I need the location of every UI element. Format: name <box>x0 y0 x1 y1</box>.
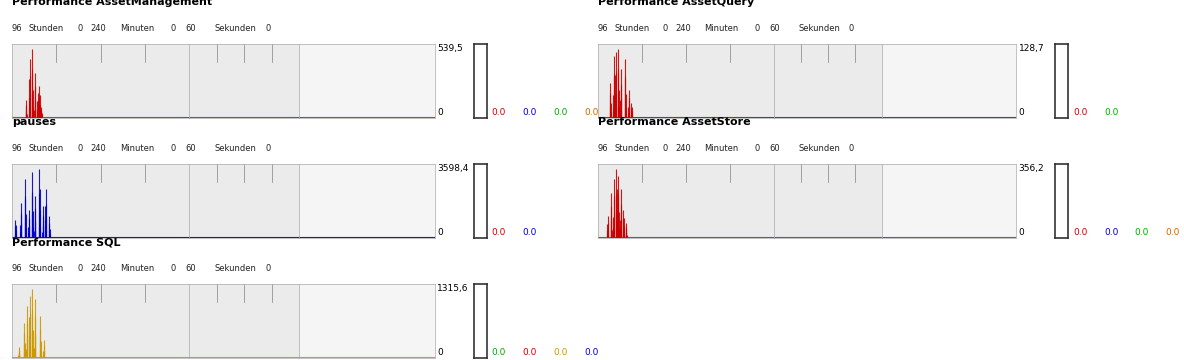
Text: 0.0: 0.0 <box>522 228 536 237</box>
Text: 240: 240 <box>675 144 691 153</box>
Text: Minuten: Minuten <box>120 144 154 153</box>
Text: 1315,6: 1315,6 <box>437 284 469 293</box>
Text: 0.0: 0.0 <box>491 347 506 356</box>
Text: Stunden: Stunden <box>28 144 64 153</box>
Text: Stunden: Stunden <box>28 264 64 273</box>
Text: 96: 96 <box>12 24 22 33</box>
Text: 0.0: 0.0 <box>522 108 536 117</box>
Text: Sekunden: Sekunden <box>214 144 257 153</box>
Text: 60: 60 <box>185 264 195 273</box>
Text: 60: 60 <box>185 144 195 153</box>
Text: 356,2: 356,2 <box>1018 164 1044 173</box>
Text: Stunden: Stunden <box>614 144 650 153</box>
Text: 0: 0 <box>170 264 175 273</box>
Text: Sekunden: Sekunden <box>799 24 841 33</box>
Text: 0: 0 <box>265 144 271 153</box>
Text: 96: 96 <box>12 144 22 153</box>
Text: Performance AssetManagement: Performance AssetManagement <box>12 0 212 7</box>
Text: Performance AssetStore: Performance AssetStore <box>598 117 751 127</box>
Text: Sekunden: Sekunden <box>214 24 257 33</box>
Text: 0: 0 <box>1018 228 1024 237</box>
Text: 0: 0 <box>849 144 854 153</box>
Text: Stunden: Stunden <box>28 24 64 33</box>
Text: 0: 0 <box>77 24 83 33</box>
Text: 0.0: 0.0 <box>491 108 506 117</box>
Text: 240: 240 <box>675 24 691 33</box>
Text: 128,7: 128,7 <box>1018 44 1044 53</box>
Text: Minuten: Minuten <box>120 264 154 273</box>
Text: 0: 0 <box>170 24 175 33</box>
Text: 539,5: 539,5 <box>437 44 463 53</box>
Text: 0.0: 0.0 <box>584 347 598 356</box>
Text: 0.0: 0.0 <box>1073 228 1088 237</box>
Text: 0.0: 0.0 <box>1103 228 1119 237</box>
Text: 0.0: 0.0 <box>491 228 506 237</box>
Text: 0.0: 0.0 <box>1103 108 1119 117</box>
Text: 0: 0 <box>437 108 443 117</box>
Text: 0: 0 <box>1018 108 1024 117</box>
Text: 0: 0 <box>265 264 271 273</box>
Text: 0: 0 <box>755 144 760 153</box>
Text: Stunden: Stunden <box>614 24 650 33</box>
Text: 240: 240 <box>90 144 105 153</box>
Text: 0.0: 0.0 <box>1073 108 1088 117</box>
Text: 60: 60 <box>185 24 195 33</box>
Text: 60: 60 <box>770 24 780 33</box>
Text: 0: 0 <box>77 144 83 153</box>
Text: 60: 60 <box>770 144 780 153</box>
Text: Performance SQL: Performance SQL <box>12 237 121 247</box>
Text: 240: 240 <box>90 24 105 33</box>
Text: 96: 96 <box>12 264 22 273</box>
Text: 0: 0 <box>663 24 668 33</box>
Text: Performance AssetQuery: Performance AssetQuery <box>598 0 754 7</box>
Text: 0: 0 <box>663 144 668 153</box>
Text: 0: 0 <box>437 347 443 356</box>
Text: 0: 0 <box>755 24 760 33</box>
Text: 0: 0 <box>437 228 443 237</box>
Text: 240: 240 <box>90 264 105 273</box>
Text: Minuten: Minuten <box>704 24 739 33</box>
Text: Sekunden: Sekunden <box>214 264 257 273</box>
Text: 0: 0 <box>170 144 175 153</box>
Text: Minuten: Minuten <box>704 144 739 153</box>
Text: 96: 96 <box>598 24 609 33</box>
Text: 0.0: 0.0 <box>553 108 567 117</box>
Text: 96: 96 <box>598 144 609 153</box>
Text: 0.0: 0.0 <box>584 108 598 117</box>
Text: Minuten: Minuten <box>120 24 154 33</box>
Text: 3598,4: 3598,4 <box>437 164 469 173</box>
Text: 0.0: 0.0 <box>522 347 536 356</box>
Text: 0.0: 0.0 <box>1165 228 1180 237</box>
Text: Sekunden: Sekunden <box>799 144 841 153</box>
Text: 0.0: 0.0 <box>1134 228 1150 237</box>
Text: pauses: pauses <box>12 117 56 127</box>
Text: 0.0: 0.0 <box>553 347 567 356</box>
Text: 0: 0 <box>265 24 271 33</box>
Text: 0: 0 <box>77 264 83 273</box>
Text: 0: 0 <box>849 24 854 33</box>
